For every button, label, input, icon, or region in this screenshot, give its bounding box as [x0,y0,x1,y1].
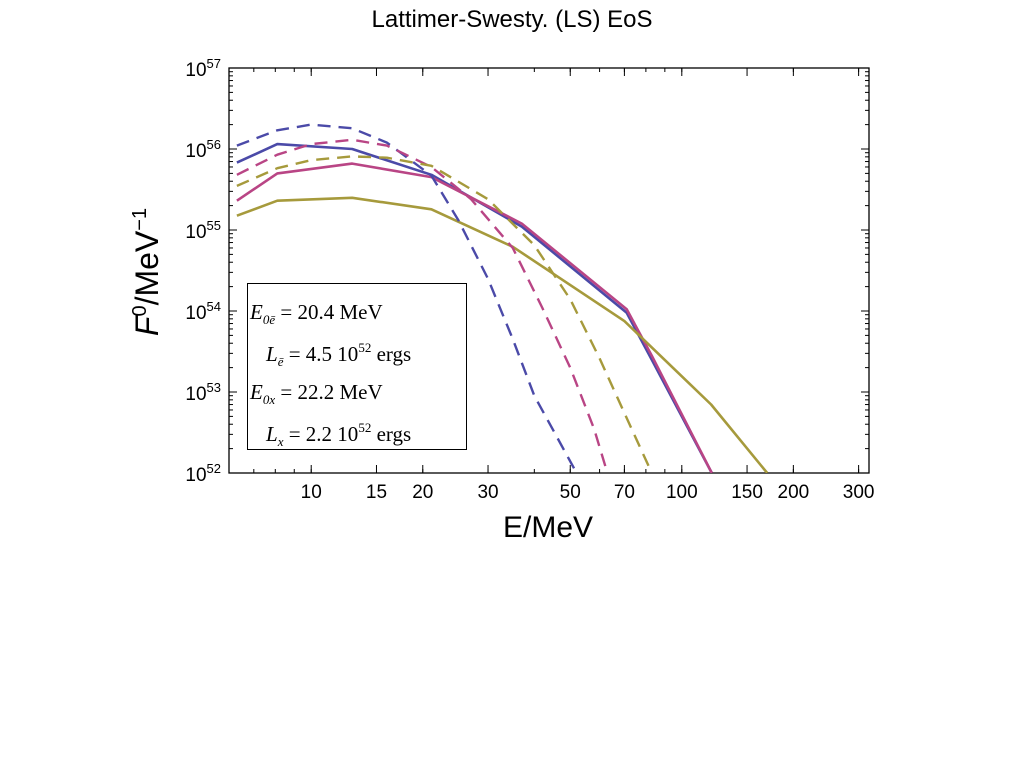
plot-frame [228,67,870,474]
param-exponent: 52 [358,420,372,435]
y-tick-label: 1053 [185,380,221,405]
param-line-e0-x: E0x = 22.2 MeV [250,380,383,408]
x-tick-label: 200 [778,482,810,503]
param-symbol: E [250,380,263,404]
param-line-l-antinu: Lē = 4.5 1052 ergs [266,340,411,370]
x-tick-label: 300 [843,482,875,503]
y-tick-label: 1055 [185,218,221,243]
x-tick-label: 20 [412,482,433,503]
y-tick-label: 1057 [185,56,221,81]
param-symbol: L [266,342,278,366]
param-subscript: x [277,434,284,449]
tick-labels: 10 15 20 30 50 70 100 150 200 300 1052 1053 1054 1055… [185,56,874,503]
x-tick-label: 30 [477,482,498,503]
y-tick-label: 1056 [185,137,221,162]
dashed-line-2 [236,155,653,473]
solid-line-2 [236,196,769,473]
param-unit: ergs [371,422,412,446]
param-line-e0-antinu: E0ē = 20.4 MeV [250,300,383,328]
x-axis-label: E/MeV [503,511,593,544]
dashed-line-1 [236,138,609,473]
x-tick-label: 100 [666,482,698,503]
parameter-box: E0ē = 20.4 MeV Lē = 4.5 1052 ergs E0x = … [247,283,467,450]
x-tick-label: 70 [614,482,635,503]
dashed-line-0 [236,123,578,473]
param-unit: ergs [371,342,412,366]
param-value: = 22.2 MeV [280,380,383,404]
x-tick-label: 10 [301,482,322,503]
param-line-l-x: Lx = 2.2 1052 ergs [266,420,411,450]
series-lines [236,123,769,473]
axes [228,67,870,474]
param-subscript: 0ē [262,312,276,327]
param-symbol: E [250,300,263,324]
slide-title: Lattimer-Swesty. (LS) EoS [371,6,653,33]
y-tick-label: 1052 [185,461,221,486]
y-axis-label: F0/MeV−1 [129,208,165,336]
x-tick-label: 50 [560,482,581,503]
param-exponent: 52 [358,340,372,355]
x-tick-label: 150 [731,482,763,503]
param-value: = 2.2 10 [288,422,359,446]
x-tick-label: 15 [366,482,387,503]
param-value: = 4.5 10 [288,342,359,366]
param-symbol: L [266,422,278,446]
y-tick-label: 1054 [185,299,221,324]
param-value: = 20.4 MeV [280,300,383,324]
param-subscript: 0x [262,392,276,407]
solid-line-1 [236,162,713,473]
param-subscript: ē [277,354,284,369]
